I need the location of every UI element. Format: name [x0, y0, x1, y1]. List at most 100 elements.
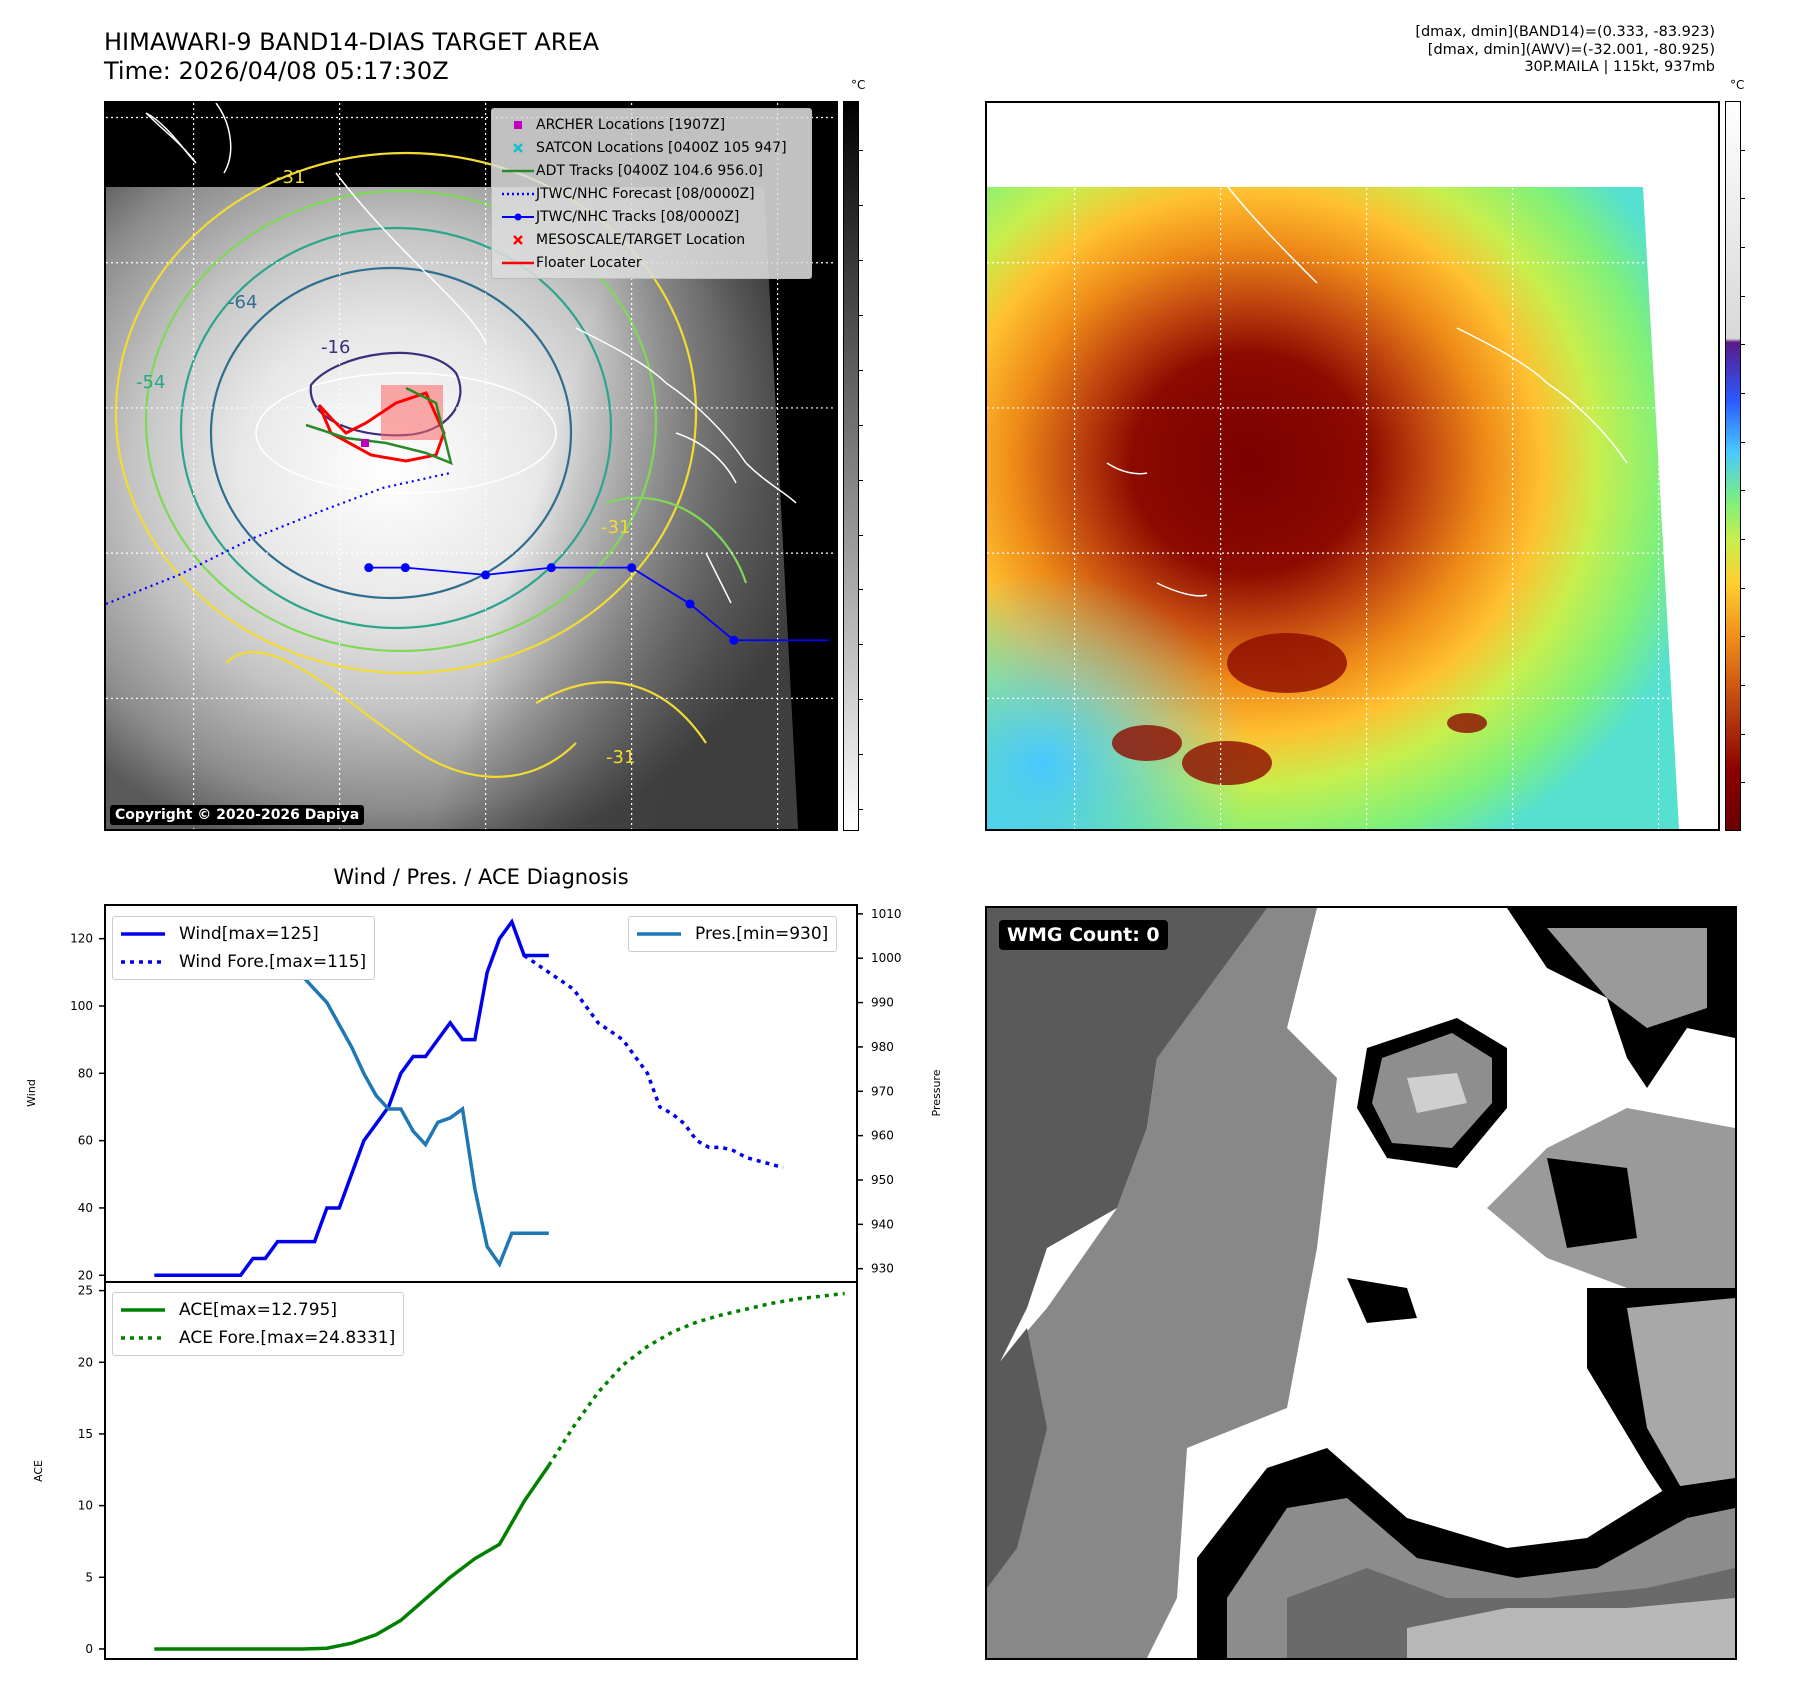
- legend-label: ADT Tracks [0400Z 104.6 956.0]: [536, 162, 763, 179]
- gray-colorbar-tick-mark: [858, 534, 863, 536]
- pressure-ytick-label: 940: [871, 1217, 894, 1231]
- gray-colorbar-tick-mark: [858, 699, 863, 701]
- wmg-count-badge: WMG Count: 0: [999, 920, 1168, 950]
- legend-symbol-icon: [500, 213, 536, 221]
- info-line-3: 30P.MAILA | 115kt, 937mb: [1524, 59, 1715, 75]
- wind-ytick-label: 80: [78, 1066, 93, 1080]
- diagnosis-charts: 2040608010012093094095096097098099010001…: [25, 904, 943, 1660]
- awv-colorbar-tick-mark: [1740, 441, 1745, 443]
- wind-ytick-label: 60: [78, 1134, 93, 1148]
- awv-colorbar: [1725, 101, 1741, 831]
- awv-colorbar-tick-mark: [1740, 685, 1745, 686]
- jtwc-track-point: [481, 570, 491, 580]
- legend-entry: JTWC/NHC Tracks [08/0000Z]: [500, 205, 803, 228]
- wind-legend: Wind[max=125] Wind Fore.[max=115]: [112, 916, 376, 980]
- ace-ytick-label: 0: [85, 1642, 93, 1656]
- awv-colorbar-tick-mark: [1740, 636, 1745, 638]
- jtwc-track-point: [364, 563, 374, 573]
- pressure-legend: Pres.[min=930]: [628, 916, 838, 952]
- awv-colorbar-tick-mark: [1740, 344, 1745, 346]
- awv-satellite-image: [987, 103, 1718, 829]
- ace-ytick-label: 20: [78, 1355, 93, 1369]
- archer-location-marker: [361, 439, 369, 447]
- title-line-2: Time: 2026/04/08 05:17:30Z: [104, 57, 449, 85]
- legend-entry: Floater Locater: [500, 251, 803, 274]
- wind-ytick-label: 120: [70, 932, 93, 946]
- gray-colorbar-tick-mark: [858, 479, 863, 481]
- gray-colorbar-tick-mark: [858, 644, 863, 646]
- contour-label-31a: -31: [276, 167, 305, 188]
- gray-colorbar-tick-mark: [858, 589, 863, 591]
- awv-map-panel: [985, 101, 1720, 831]
- pressure-ytick-label: 930: [871, 1262, 894, 1276]
- gray-colorbar-tick-mark: [858, 260, 863, 262]
- info-line-1: [dmax, dmin](BAND14)=(0.333, -83.923): [1415, 24, 1715, 40]
- legend-symbol-icon: [500, 168, 536, 174]
- pressure-ytick-label: 970: [871, 1084, 894, 1098]
- intensity-info: [dmax, dmin](BAND14)=(0.333, -83.923) [d…: [1415, 24, 1715, 77]
- awv-colorbar-tick-mark: [1740, 490, 1745, 492]
- legend-entry: MESOSCALE/TARGET Location: [500, 228, 803, 251]
- title-line-1: HIMAWARI-9 BAND14-DIAS TARGET AREA: [104, 28, 600, 56]
- legend-label: JTWC/NHC Tracks [08/0000Z]: [536, 208, 740, 225]
- ace-legend-label: ACE[max=12.795]: [179, 1300, 337, 1320]
- legend-symbol-icon: [500, 260, 536, 266]
- awv-colorbar-tick-mark: [1740, 247, 1745, 248]
- band14-map-panel: -64 -54 -31 -16 -31 -31 ARCHER Locations…: [104, 101, 838, 831]
- jtwc-track-point: [546, 563, 556, 573]
- map-legend: ARCHER Locations [1907Z] SATCON Locations…: [491, 108, 812, 279]
- wmg-panel: WMG Count: 0: [985, 906, 1737, 1660]
- gray-colorbar-tick-mark: [858, 150, 863, 152]
- ace-ytick-label: 10: [78, 1499, 93, 1513]
- gray-colorbar-unit: °C: [851, 78, 866, 92]
- pressure-ytick-label: 960: [871, 1129, 894, 1143]
- ace-series-line: [154, 1464, 551, 1651]
- legend-label: SATCON Locations [0400Z 105 947]: [536, 139, 787, 156]
- wind-ytick-label: 40: [78, 1201, 93, 1215]
- ace-ytick-label: 25: [78, 1284, 93, 1298]
- legend-symbol-icon: [500, 234, 536, 246]
- ace-axes-frame: [104, 1281, 858, 1660]
- awv-colorbar-tick-mark: [1740, 782, 1745, 784]
- legend-entry: JTWC/NHC Forecast [08/0000Z]: [500, 182, 803, 205]
- ace-ytick-label: 5: [85, 1570, 93, 1584]
- awv-colorbar-tick-mark: [1740, 198, 1745, 200]
- pressure-ytick-label: 1010: [871, 907, 902, 921]
- copyright-badge: Copyright © 2020-2026 Dapiya: [110, 805, 365, 825]
- legend-entry: SATCON Locations [0400Z 105 947]: [500, 136, 803, 159]
- figure-title: HIMAWARI-9 BAND14-DIAS TARGET AREA Time:…: [104, 28, 599, 86]
- ace-forecast-series-line: [547, 1291, 845, 1467]
- contour-label-64: -64: [228, 292, 257, 313]
- gray-colorbar-tick-mark: [858, 315, 863, 317]
- wind-forecast-legend-label: Wind Fore.[max=115]: [179, 952, 367, 972]
- contour-label-54: -54: [136, 372, 165, 393]
- pressure-ytick-label: 980: [871, 1040, 894, 1054]
- diagnosis-chart-title: Wind / Pres. / ACE Diagnosis: [333, 865, 629, 889]
- wind-axis-label: Wind: [25, 1079, 38, 1107]
- awv-colorbar-tick-mark: [1740, 539, 1745, 540]
- wmg-grid-image: [987, 908, 1735, 1658]
- jtwc-track-point: [400, 563, 410, 573]
- awv-colorbar-unit: °C: [1730, 78, 1745, 92]
- gray-colorbar-tick-mark: [858, 424, 863, 426]
- contour-label-31c: -31: [606, 747, 635, 768]
- gray-colorbar-tick-mark: [858, 754, 863, 756]
- awv-colorbar-tick-mark: [1740, 587, 1745, 589]
- wind-forecast-series-line: [523, 954, 784, 1170]
- ace-ytick-label: 15: [78, 1427, 93, 1441]
- wind-ytick-label: 100: [70, 999, 93, 1013]
- legend-symbol-icon: [500, 191, 536, 197]
- pressure-ytick-label: 950: [871, 1173, 894, 1187]
- pressure-axis-label: Pressure: [930, 1069, 943, 1116]
- legend-label: MESOSCALE/TARGET Location: [536, 231, 746, 248]
- legend-symbol-icon: [500, 142, 536, 154]
- pressure-ytick-label: 1000: [871, 951, 902, 965]
- ace-legend: ACE[max=12.795] ACE Fore.[max=24.8331]: [112, 1292, 405, 1356]
- legend-entry: ARCHER Locations [1907Z]: [500, 113, 803, 136]
- awv-colorbar-tick-mark: [1740, 295, 1745, 297]
- awv-colorbar-tick-mark: [1740, 149, 1745, 151]
- ace-forecast-legend-label: ACE Fore.[max=24.8331]: [179, 1328, 396, 1348]
- wind-legend-label: Wind[max=125]: [179, 924, 319, 944]
- legend-entry: ADT Tracks [0400Z 104.6 956.0]: [500, 159, 803, 182]
- gray-colorbar-tick-mark: [858, 369, 863, 371]
